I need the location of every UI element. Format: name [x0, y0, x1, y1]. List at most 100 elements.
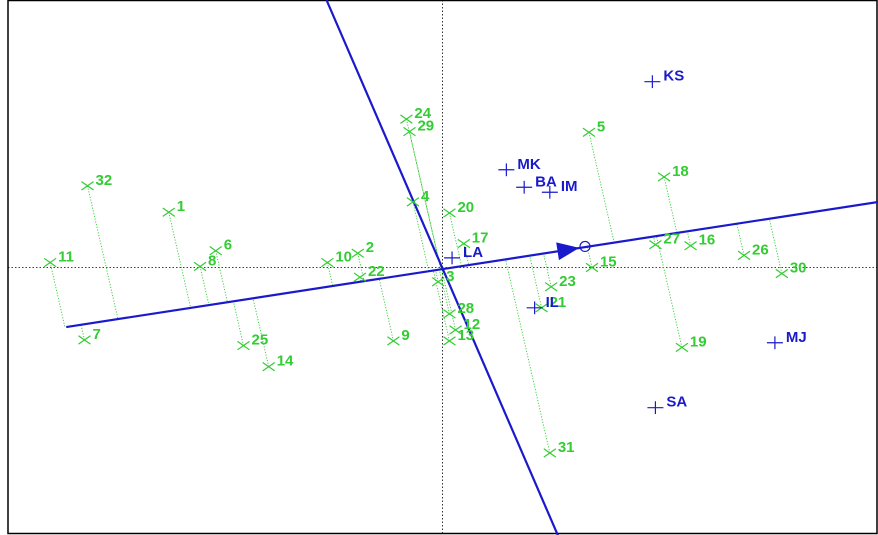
observation-point-32	[81, 181, 94, 191]
observation-point-3	[431, 277, 445, 287]
observation-point-19	[675, 342, 689, 353]
observation-label-23: 23	[559, 273, 576, 290]
observation-points: 1234567891011121314151617181920212223242…	[43, 105, 807, 458]
projection-line-2	[357, 253, 365, 282]
projection-line-21	[529, 255, 543, 308]
observation-label-21: 21	[550, 294, 567, 311]
projection-line-6	[215, 250, 228, 303]
projection-line-3	[435, 270, 439, 282]
observation-point-7	[78, 335, 91, 345]
biplot-axes	[66, 0, 878, 535]
projection-line-17	[463, 243, 470, 266]
projection-line-30	[768, 218, 783, 274]
projection-line-8	[199, 266, 210, 306]
projection-line-19	[656, 236, 683, 348]
projection-line-12	[441, 269, 456, 331]
projection-line-9	[378, 278, 394, 342]
observation-point-17	[457, 238, 471, 249]
observation-point-26	[737, 250, 751, 261]
observation-label-12: 12	[464, 316, 481, 333]
observation-label-2: 2	[366, 239, 374, 256]
observation-label-10: 10	[335, 249, 352, 266]
variable-label-ba: BA	[535, 173, 557, 190]
projection-axis-arrowhead	[556, 242, 580, 261]
observation-point-11	[43, 257, 57, 268]
observation-point-14	[262, 361, 276, 372]
variable-point-il	[526, 301, 543, 315]
observation-label-26: 26	[752, 241, 769, 258]
observation-label-28: 28	[457, 300, 474, 317]
projection-line-25	[232, 301, 244, 346]
observation-label-31: 31	[558, 439, 575, 456]
observation-label-15: 15	[600, 254, 617, 271]
observation-label-18: 18	[672, 163, 689, 180]
variable-label-sa: SA	[666, 394, 687, 411]
observation-point-9	[387, 336, 400, 346]
perpendicular-axis	[325, 0, 559, 535]
projection-line-14	[252, 298, 270, 367]
observation-point-12	[449, 325, 462, 335]
variable-label-la: LA	[463, 244, 483, 261]
variable-point-im	[541, 185, 558, 199]
variable-point-ks	[644, 75, 661, 89]
observation-label-6: 6	[224, 237, 232, 254]
axis-circle-marker	[579, 240, 591, 253]
observation-point-6	[209, 246, 223, 256]
observation-point-20	[443, 208, 456, 218]
observation-point-22	[353, 272, 367, 282]
projection-line-29	[409, 131, 442, 270]
variable-point-la	[444, 251, 461, 265]
observation-label-3: 3	[446, 268, 454, 285]
projection-line-24	[405, 119, 442, 270]
observation-label-4: 4	[421, 188, 430, 205]
observation-point-1	[162, 207, 176, 217]
observation-label-7: 7	[92, 326, 100, 343]
observation-label-24: 24	[414, 105, 431, 122]
observation-label-11: 11	[58, 249, 74, 266]
projection-line-4	[412, 201, 430, 272]
projection-line-28	[438, 269, 450, 314]
observation-point-23	[544, 282, 558, 292]
observation-label-25: 25	[251, 332, 268, 349]
observation-point-5	[582, 127, 596, 138]
observation-point-31	[543, 448, 557, 458]
projection-line-1	[168, 212, 192, 308]
observation-point-18	[657, 172, 671, 182]
projection-axis	[66, 200, 878, 329]
projection-line-18	[663, 176, 678, 234]
projection-line-31	[505, 259, 551, 454]
variable-label-mj: MJ	[786, 329, 807, 346]
observation-label-13: 13	[457, 327, 474, 344]
observation-point-2	[351, 248, 365, 258]
observation-label-20: 20	[457, 199, 474, 216]
projection-line-10	[326, 262, 334, 287]
observation-point-25	[237, 340, 250, 351]
observation-point-4	[406, 197, 420, 207]
variable-label-il: IL	[546, 294, 559, 311]
variable-point-mk	[498, 163, 515, 177]
observation-label-30: 30	[790, 260, 807, 277]
variable-point-sa	[647, 401, 664, 415]
observation-label-27: 27	[663, 231, 680, 248]
observation-label-14: 14	[277, 353, 294, 370]
projection-line-5	[588, 132, 615, 243]
observation-point-16	[684, 241, 697, 251]
observation-label-22: 22	[368, 263, 385, 280]
observation-point-8	[193, 261, 207, 272]
projection-line-23	[543, 253, 552, 287]
variable-point-ba	[516, 180, 533, 194]
observation-point-24	[400, 114, 413, 124]
observation-label-8: 8	[208, 252, 216, 269]
variable-point-mj	[766, 336, 783, 350]
variable-label-ks: KS	[663, 68, 684, 85]
observation-point-15	[585, 262, 599, 273]
observation-label-16: 16	[699, 232, 716, 249]
observation-label-32: 32	[96, 172, 113, 189]
projection-line-20	[449, 212, 463, 267]
observation-point-30	[775, 268, 789, 279]
observation-label-17: 17	[472, 230, 489, 247]
observation-label-29: 29	[417, 118, 434, 135]
